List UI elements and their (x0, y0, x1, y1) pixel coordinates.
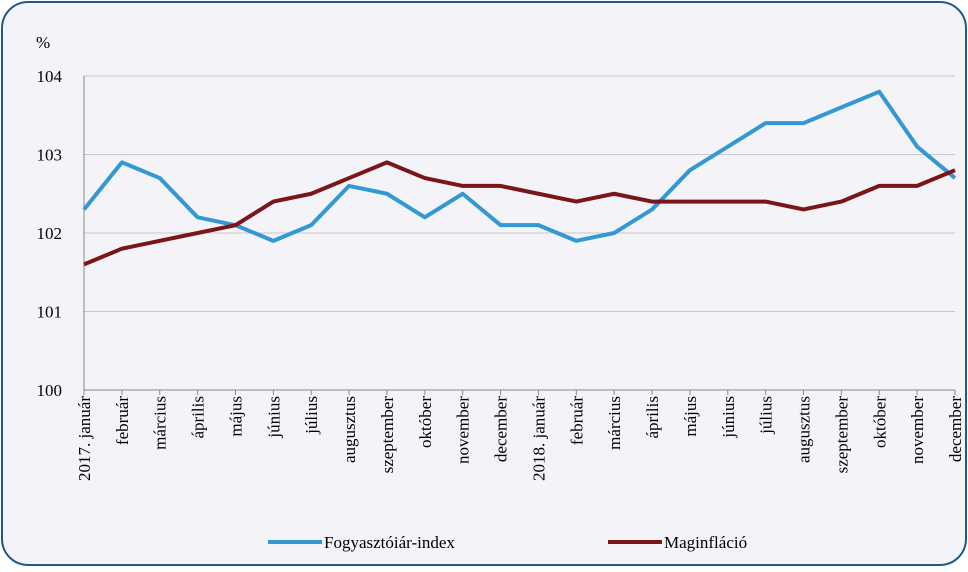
x-tick-label: december (946, 396, 965, 462)
y-tick-label: 104 (37, 67, 63, 86)
x-tick-label: április (643, 396, 662, 439)
y-tick-label: 102 (37, 224, 63, 243)
x-tick-label: május (681, 396, 700, 437)
x-tick-label: június (264, 396, 283, 439)
y-tick-label: 103 (37, 146, 63, 165)
x-tick-label: március (151, 396, 170, 450)
x-tick-label: december (492, 396, 511, 462)
y-tick-label: 101 (37, 303, 63, 322)
y-axis-label: % (36, 33, 50, 52)
x-tick-label: május (226, 396, 245, 437)
x-tick-label: augusztus (795, 396, 814, 463)
x-tick-label: július (757, 396, 776, 435)
legend-label: Fogyasztóiár-index (324, 533, 455, 552)
x-tick-label: február (567, 396, 586, 445)
x-tick-label: február (113, 396, 132, 445)
legend-label: Maginfláció (664, 533, 747, 552)
x-tick-label: 2018. január (529, 396, 548, 481)
x-tick-label: április (189, 396, 208, 439)
x-tick-label: 2017. január (75, 396, 94, 481)
x-tick-label: szeptember (832, 396, 851, 474)
x-tick-label: október (870, 396, 889, 448)
x-tick-label: augusztus (340, 396, 359, 463)
x-tick-label: szeptember (378, 396, 397, 474)
x-tick-label: március (605, 396, 624, 450)
x-tick-label: október (416, 396, 435, 448)
x-tick-label: július (302, 396, 321, 435)
x-tick-label: november (908, 396, 927, 464)
y-tick-label: 100 (37, 381, 63, 400)
x-tick-label: június (719, 396, 738, 439)
data-line (83, 160, 956, 267)
data-line (82, 89, 957, 243)
x-tick-label: november (454, 396, 473, 464)
